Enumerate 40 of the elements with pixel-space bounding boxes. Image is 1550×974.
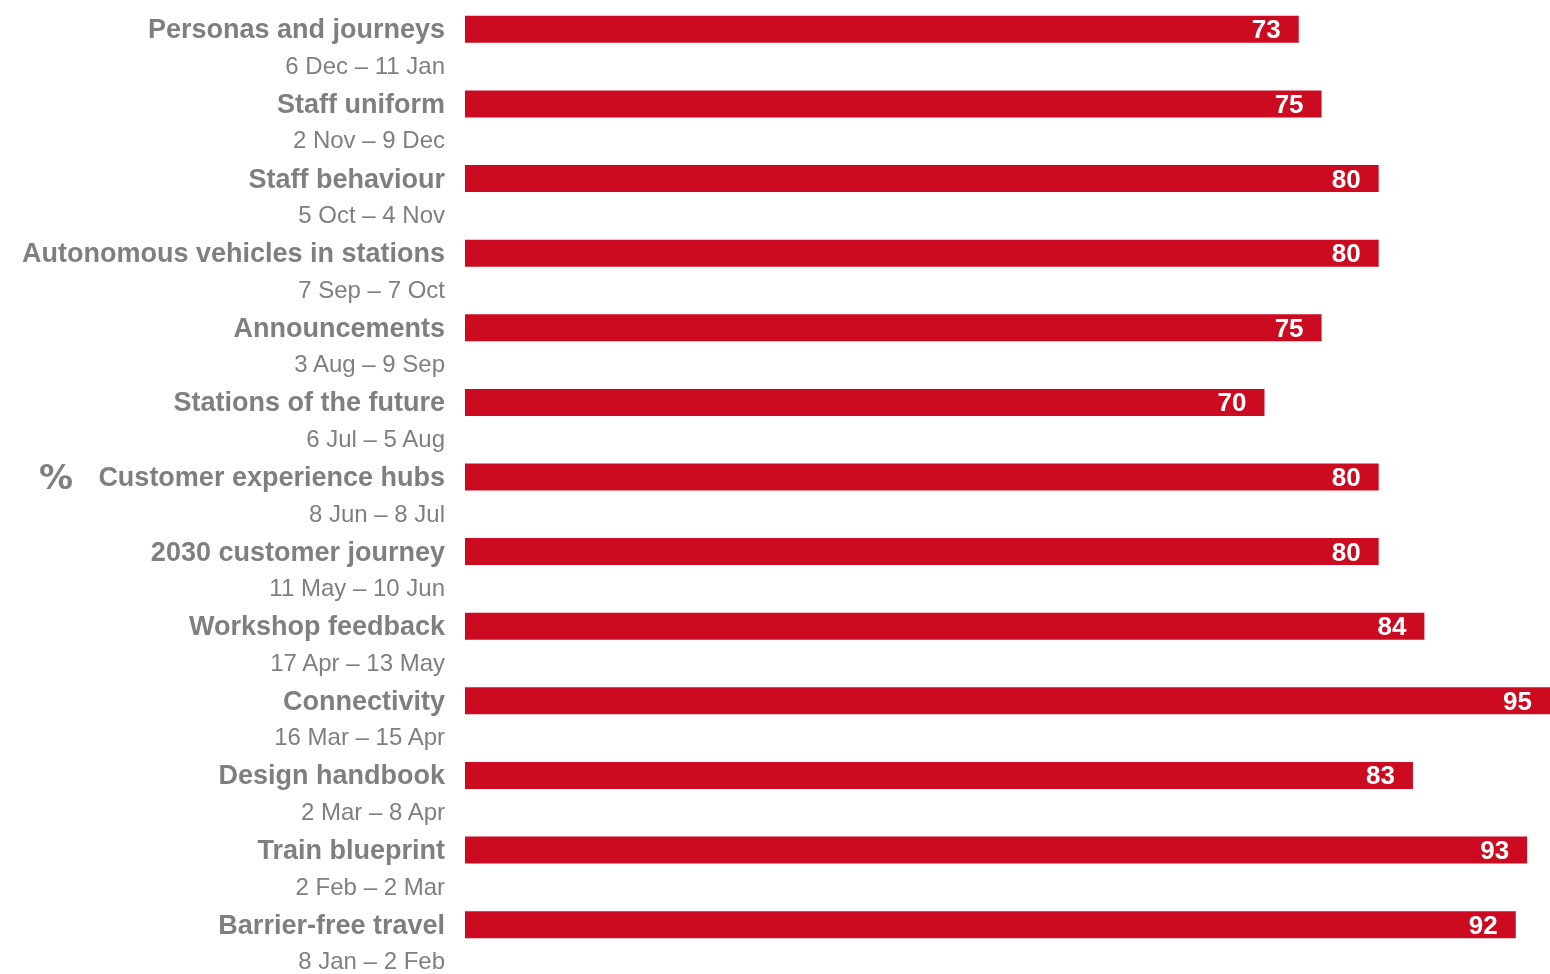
y-tick-label: Announcements 3 Aug – 9 Sep (233, 312, 445, 378)
data-label: 92 (1468, 909, 1498, 940)
bar (465, 165, 1379, 193)
y-tick-label: Stations of the future 6 Jul – 5 Aug (173, 387, 445, 452)
data-label: 93 (1480, 835, 1510, 866)
bar (465, 687, 1550, 715)
data-label: 80 (1331, 163, 1361, 194)
y-tick-label: Staff behaviour 5 Oct – 4 Nov (248, 163, 446, 229)
data-label: 75 (1274, 88, 1304, 119)
data-label: 80 (1331, 462, 1361, 492)
y-tick-label: Train blueprint 2 Feb – 2 Mar (257, 835, 445, 900)
data-label: 73 (1251, 14, 1281, 45)
data-label: 84 (1377, 611, 1407, 642)
y-tick-label: Staff uniform 2 Nov – 9 Dec (277, 88, 445, 154)
bar (465, 90, 1322, 118)
y-tick-label: Barrier-free travel 8 Jan – 2 Feb (218, 909, 445, 974)
bar (465, 314, 1322, 342)
bar (465, 15, 1299, 43)
data-label: 95 (1503, 685, 1532, 716)
bar (465, 911, 1516, 939)
y-axis-title: % (38, 457, 73, 497)
bar (465, 463, 1379, 491)
bar (465, 538, 1379, 566)
y-tick-label: Design handbook 2 Mar – 8 Apr (218, 760, 446, 825)
bar (465, 761, 1413, 789)
data-label: 80 (1331, 238, 1361, 269)
y-tick-label: Autonomous vehicles in stations 7 Sep – 7 Oct (21, 238, 446, 303)
bar (465, 612, 1425, 640)
data-label: 75 (1274, 312, 1304, 343)
y-tick-label: Workshop feedback 17 Apr – 13 May (188, 611, 446, 676)
bar (465, 388, 1265, 416)
y-tick-label: 2030 customer journey 11 May – 10 Jun (150, 536, 445, 602)
y-tick-label: Connectivity 16 Mar – 15 Apr (274, 685, 446, 751)
data-label: 83 (1366, 760, 1395, 791)
data-label: 80 (1331, 536, 1361, 567)
y-tick-label: Personas and journeys 6 Dec – 11 Jan (147, 14, 445, 79)
bar (465, 239, 1379, 267)
y-tick-label: Customer experience hubs 8 Jun – 8 Jul (98, 462, 445, 527)
data-label: 70 (1217, 387, 1247, 418)
bar (465, 836, 1528, 864)
